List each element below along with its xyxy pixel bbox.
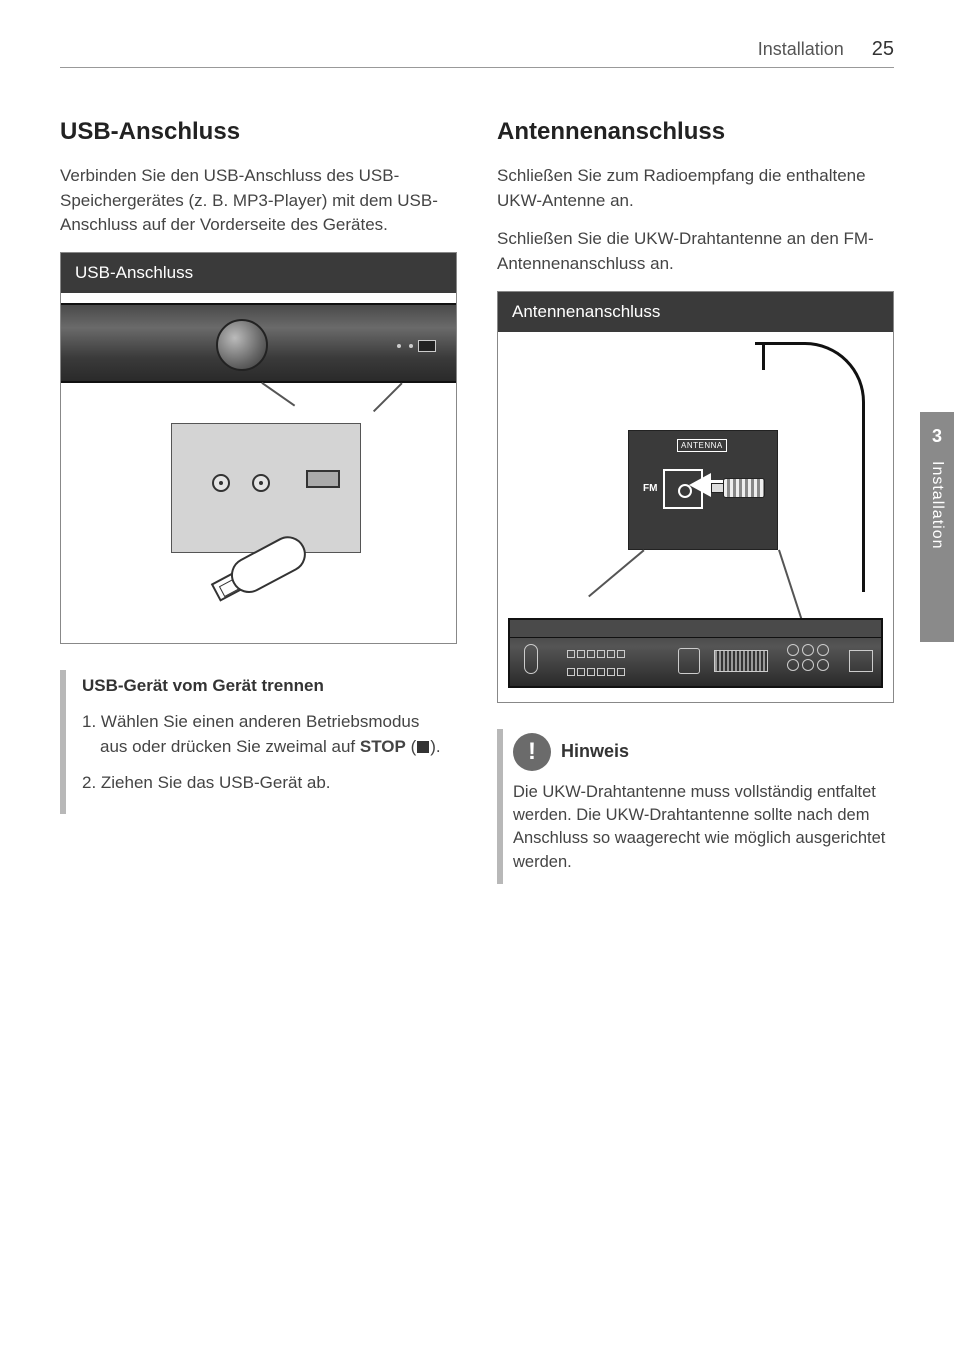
power-port <box>849 650 873 672</box>
speaker-terminals <box>566 646 626 680</box>
step1-text-c: ). <box>430 737 440 756</box>
usb-intro: Verbinden Sie den USB-Anschluss des USB-… <box>60 164 457 238</box>
insert-arrow-icon <box>689 473 711 497</box>
antenna-figure-body: ANTENNA FM <box>498 332 893 702</box>
jack-dots-illustration <box>397 344 401 348</box>
antenna-zoom-panel: ANTENNA FM <box>628 430 778 550</box>
aux-jack-illustration <box>252 474 270 492</box>
stop-label: STOP <box>360 737 406 756</box>
callout-line <box>373 382 402 411</box>
antenna-label: ANTENNA <box>677 439 727 452</box>
usb-step-2: 2. Ziehen Sie das USB-Gerät ab. <box>82 771 449 796</box>
chapter-number: 3 <box>932 426 942 447</box>
device-top <box>510 620 881 638</box>
vent-illustration <box>714 650 768 672</box>
antenna-p2: Schließen Sie die UKW-Drahtantenne an de… <box>497 227 894 276</box>
header-section: Installation <box>758 39 844 60</box>
chapter-tab: 3 Installation <box>920 412 954 642</box>
usb-heading: USB-Anschluss <box>60 118 457 146</box>
usb-port-illustration <box>306 470 340 488</box>
callout-line <box>588 549 644 596</box>
info-icon: ! <box>513 733 551 771</box>
usb-remove-title: USB-Gerät vom Gerät trennen <box>82 676 449 696</box>
antenna-wire-illustration <box>762 342 765 370</box>
usb-step-1: 1. Wählen Sie einen anderen Betriebsmodu… <box>82 710 449 759</box>
device-rear-illustration <box>508 618 883 688</box>
usb-figure-caption: USB-Anschluss <box>61 253 456 293</box>
av-jacks <box>787 644 837 671</box>
fm-label: FM <box>643 483 657 494</box>
aux-jack-illustration <box>212 474 230 492</box>
note-title: Hinweis <box>561 741 629 762</box>
device-front-illustration <box>61 303 456 383</box>
stop-icon <box>417 741 429 753</box>
rear-port <box>678 648 700 674</box>
plug-barrel <box>723 478 765 498</box>
antenna-plug-illustration <box>711 475 765 501</box>
right-column: Antennenanschluss Schließen Sie zum Radi… <box>497 118 894 884</box>
antenna-heading: Antennenanschluss <box>497 118 894 146</box>
usb-remove-block: USB-Gerät vom Gerät trennen 1. Wählen Si… <box>60 670 457 814</box>
antenna-figure: Antennenanschluss ANTENNA FM <box>497 291 894 703</box>
note-text: Die UKW-Drahtantenne muss vollständig en… <box>513 781 886 875</box>
left-column: USB-Anschluss Verbinden Sie den USB-Ansc… <box>60 118 457 884</box>
header-page-number: 25 <box>872 38 894 61</box>
antenna-figure-caption: Antennenanschluss <box>498 292 893 332</box>
usb-figure-body <box>61 293 456 643</box>
antenna-p1: Schließen Sie zum Radioempfang die entha… <box>497 164 894 213</box>
usb-figure: USB-Anschluss <box>60 252 457 644</box>
cable-hook <box>524 644 538 674</box>
note-block: ! Hinweis Die UKW-Drahtantenne muss voll… <box>497 729 894 885</box>
usb-zoom-panel <box>171 423 361 553</box>
callout-line <box>261 382 295 406</box>
page-header: Installation 25 <box>60 38 894 68</box>
chapter-label: Installation <box>928 461 946 550</box>
front-usb-port-illustration <box>418 340 436 352</box>
note-header: ! Hinweis <box>513 733 886 771</box>
step1-text-b: ( <box>406 737 416 756</box>
knob-illustration <box>216 319 268 371</box>
